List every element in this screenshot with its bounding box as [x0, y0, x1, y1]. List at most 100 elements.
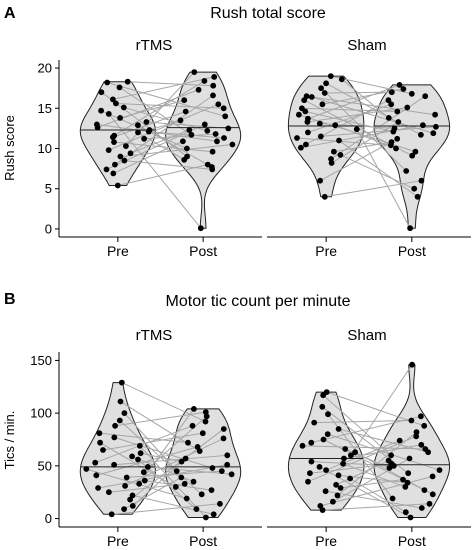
data-point-post	[181, 480, 188, 487]
data-point-post	[202, 418, 209, 425]
violin-post	[373, 364, 451, 518]
data-point-post	[422, 93, 429, 100]
pair-line	[108, 103, 219, 151]
data-point-post	[403, 168, 410, 174]
data-point-post	[394, 135, 401, 142]
pair-line	[326, 391, 425, 427]
x-tick-label-post: Post	[398, 243, 426, 259]
data-point-pre	[320, 392, 327, 399]
data-point-post	[433, 123, 439, 130]
data-point-pre	[129, 503, 136, 509]
data-point-post	[421, 422, 428, 429]
pair-line	[119, 86, 192, 136]
pair-line	[143, 415, 208, 473]
pair-line	[119, 420, 203, 495]
data-point-post	[180, 138, 186, 145]
pair-line	[96, 446, 198, 476]
data-point-post	[395, 119, 402, 125]
data-point-pre	[104, 79, 111, 86]
data-point-pre	[111, 461, 117, 468]
data-point-post	[191, 406, 197, 412]
data-point-post	[388, 142, 394, 149]
pair-line	[314, 420, 412, 424]
data-point-pre	[135, 122, 141, 129]
pair-line	[96, 123, 218, 142]
data-point-post	[209, 148, 216, 155]
data-point-post	[210, 92, 216, 99]
data-point-post	[204, 127, 211, 134]
data-point-post	[409, 152, 416, 159]
panel-a-label: A	[4, 5, 16, 22]
data-point-post	[191, 69, 198, 75]
data-point-post	[203, 514, 209, 521]
pair-line	[319, 138, 398, 182]
panel-a-y-tick-label: 15	[38, 101, 52, 116]
data-point-post	[386, 465, 393, 471]
pair-line	[322, 394, 392, 456]
data-point-pre	[305, 129, 311, 136]
data-point-pre	[338, 76, 345, 83]
data-point-pre	[321, 193, 328, 200]
panel-b-title: Motor tic count per minute	[166, 293, 351, 310]
data-point-post	[405, 470, 412, 477]
data-point-post	[182, 108, 189, 115]
data-point-post	[429, 491, 436, 498]
panel-b-ylabel: Tics / min.	[2, 411, 17, 470]
data-point-post	[396, 82, 403, 88]
data-point-post	[421, 487, 428, 493]
data-point-post	[225, 125, 232, 132]
data-point-pre	[308, 439, 315, 446]
data-point-post	[188, 131, 195, 138]
data-point-pre	[294, 135, 300, 141]
panel-a-y-tick-label: 10	[38, 141, 52, 156]
data-point-post	[211, 74, 218, 80]
data-point-post	[185, 439, 191, 446]
pair-line	[349, 478, 407, 513]
data-point-post	[220, 105, 227, 112]
pair-line	[327, 433, 440, 471]
data-point-pre	[336, 137, 342, 144]
data-point-pre	[114, 182, 121, 189]
pair-line	[117, 164, 208, 186]
data-point-pre	[117, 398, 124, 405]
data-point-post	[429, 473, 436, 480]
data-point-pre	[298, 144, 304, 151]
data-point-pre	[145, 128, 152, 135]
data-point-pre	[108, 511, 115, 518]
pair-line	[356, 128, 411, 229]
data-point-post	[408, 417, 415, 424]
pair-line	[325, 490, 422, 509]
data-point-pre	[96, 430, 103, 437]
data-point-post	[229, 141, 236, 148]
data-point-pre	[93, 472, 100, 479]
pair-line	[95, 425, 193, 464]
panel-a-ylabel: Rush score	[2, 115, 17, 181]
panel-a-facet-sham: Sham	[347, 37, 386, 54]
data-point-pre	[121, 410, 128, 416]
data-point-pre	[296, 111, 302, 118]
panel-a-y-tick-label: 0	[45, 221, 52, 236]
data-point-pre	[135, 129, 141, 136]
pair-line	[298, 114, 416, 153]
data-point-post	[177, 117, 184, 124]
pair-line	[305, 111, 394, 133]
pair-line	[108, 113, 202, 229]
data-point-pre	[319, 403, 326, 410]
data-point-pre	[311, 419, 318, 426]
x-tick-label-post: Post	[398, 533, 426, 549]
data-point-post	[411, 185, 418, 192]
data-point-pre	[123, 143, 129, 150]
data-point-pre	[305, 478, 311, 485]
panel-a-facet-rtms: Pre Post	[59, 69, 262, 259]
data-point-pre	[328, 160, 335, 166]
panel-a-facet-rtms: rTMS	[136, 37, 173, 54]
data-point-post	[390, 463, 397, 469]
data-point-pre	[110, 134, 116, 141]
data-point-pre	[337, 152, 344, 158]
data-point-pre	[113, 100, 119, 107]
data-point-pre	[105, 111, 112, 117]
panel-a-plot: 0 5 10 15 20 Pre Post Pre Post	[38, 60, 471, 259]
data-point-post	[220, 426, 227, 432]
panel-b-label: B	[4, 291, 16, 308]
data-point-post	[390, 128, 397, 135]
